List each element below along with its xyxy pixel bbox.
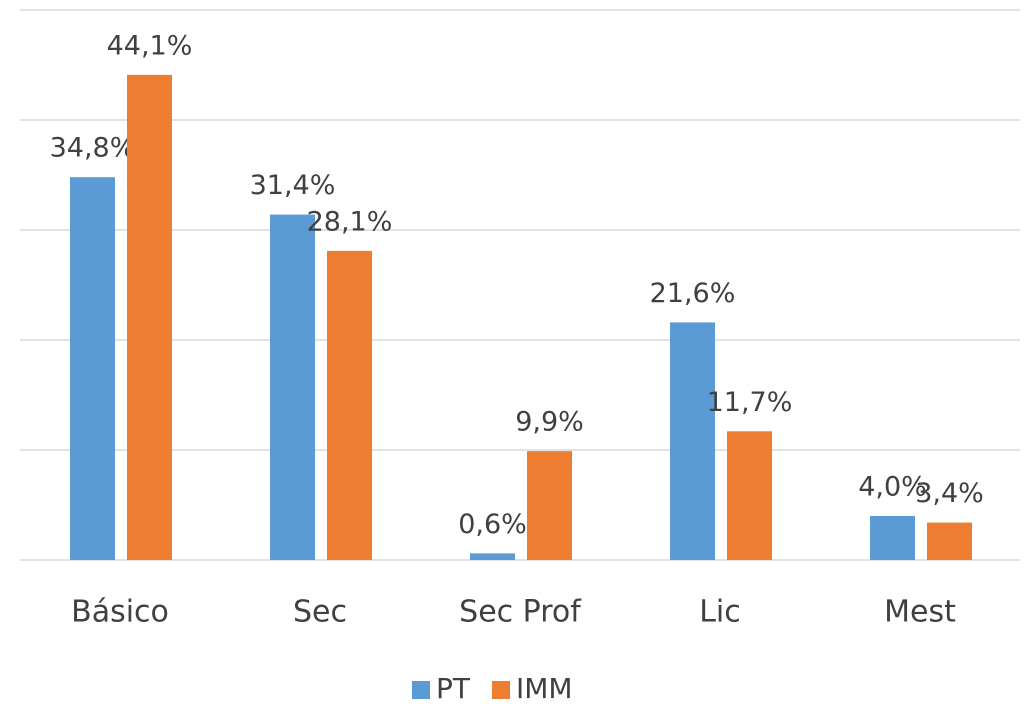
data-label: 0,6% — [458, 509, 527, 540]
legend-label: PT — [436, 672, 471, 705]
x-tick-label: Mest — [884, 595, 956, 630]
data-label: 11,7% — [707, 387, 793, 418]
bar — [470, 553, 515, 560]
data-label: 3,4% — [915, 478, 984, 509]
x-tick-label: Sec Prof — [459, 595, 582, 630]
x-tick-label: Lic — [699, 595, 741, 630]
x-tick-label: Sec — [293, 595, 347, 630]
bar — [270, 214, 315, 560]
legend-swatch — [492, 681, 510, 699]
legend-swatch — [412, 681, 430, 699]
data-label: 4,0% — [858, 472, 927, 503]
data-label: 34,8% — [50, 133, 136, 164]
legend-label: IMM — [516, 672, 573, 705]
bar — [927, 522, 972, 560]
data-label: 9,9% — [515, 407, 584, 438]
bar — [127, 74, 172, 561]
bar — [70, 177, 115, 560]
data-label: 31,4% — [250, 170, 336, 201]
bar — [670, 322, 715, 560]
data-label: 44,1% — [107, 30, 193, 61]
data-label: 28,1% — [307, 206, 393, 237]
x-tick-label: Básico — [71, 595, 169, 630]
bar — [327, 250, 372, 560]
bar — [727, 431, 772, 560]
data-label: 21,6% — [650, 278, 736, 309]
bar — [527, 451, 572, 560]
bar — [870, 516, 915, 560]
